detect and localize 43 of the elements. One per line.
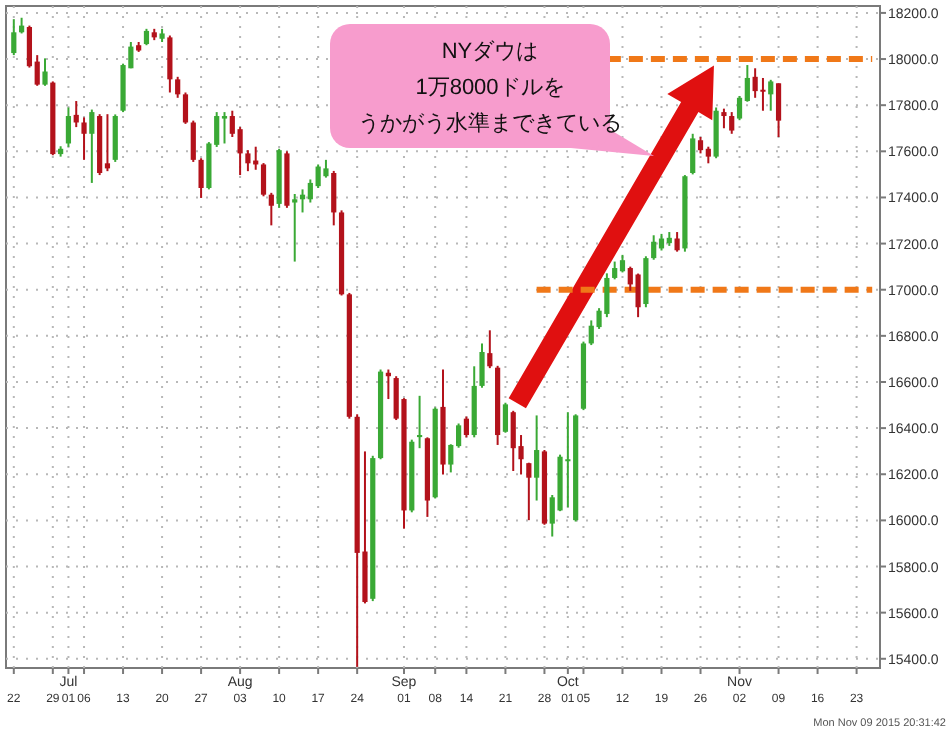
candlestick	[760, 76, 766, 112]
candlestick	[260, 162, 267, 198]
candlestick	[65, 106, 72, 148]
candlestick	[487, 329, 493, 370]
candlestick	[510, 409, 516, 473]
candlestick	[651, 234, 657, 261]
candlestick	[11, 18, 17, 57]
candlestick	[588, 319, 594, 347]
annotation: うかがう水準まできている	[358, 110, 622, 136]
candlestick	[502, 401, 509, 434]
candlestick	[775, 82, 782, 139]
candlestick	[479, 342, 485, 389]
candlestick	[690, 132, 696, 176]
candlestick	[729, 111, 735, 135]
annotation: NYダウは	[441, 40, 539, 64]
candlestick	[89, 108, 95, 184]
candlestick	[604, 272, 610, 319]
candlestick	[268, 191, 274, 227]
candlestick	[635, 272, 641, 319]
candlestick	[167, 34, 173, 94]
candlestick	[198, 157, 204, 199]
annotation: 1万8000ドルを	[415, 76, 565, 100]
candlestick	[463, 415, 470, 439]
candlestick	[526, 461, 532, 522]
candlestick	[331, 169, 337, 227]
candlestick	[175, 75, 181, 99]
candlestick	[104, 113, 111, 173]
candlestick	[245, 149, 251, 173]
candlestick	[416, 394, 423, 450]
candlestick	[221, 111, 228, 145]
candlestick	[721, 107, 727, 130]
candlestick	[292, 192, 298, 263]
candlestick	[534, 414, 540, 502]
candlestick	[643, 255, 649, 309]
candlestick	[713, 106, 719, 160]
candlestick	[190, 119, 196, 163]
candlestick	[112, 113, 118, 163]
candlestick	[768, 78, 774, 112]
candlestick	[182, 91, 189, 125]
candlestick	[752, 67, 758, 99]
candlestick	[42, 57, 48, 87]
candlestick	[81, 116, 87, 161]
candlestick	[674, 231, 680, 253]
